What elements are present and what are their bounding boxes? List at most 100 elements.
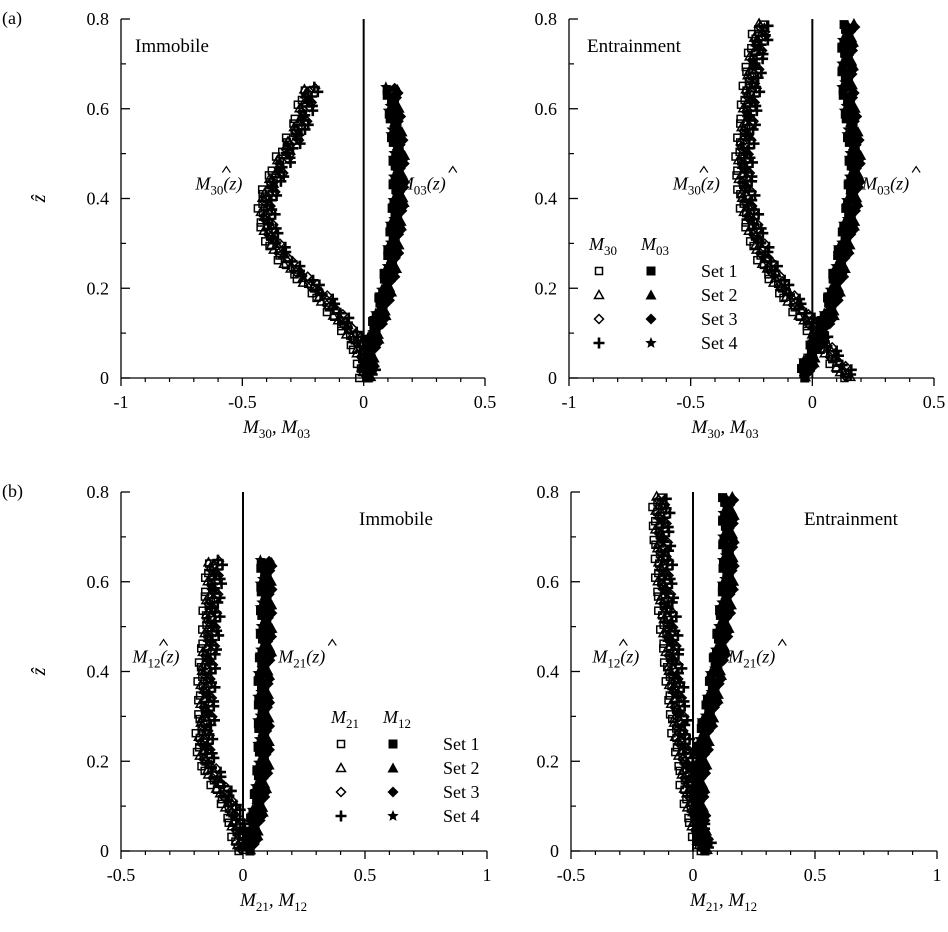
point-m21-set4 (260, 568, 273, 580)
point-m12-set4 (238, 818, 250, 830)
point-m21-set4 (713, 657, 725, 669)
point-m03-set1 (838, 90, 848, 100)
legend-head-right: M12 (382, 707, 411, 731)
point-m12-set4 (665, 540, 677, 552)
point-m03-set4 (391, 156, 403, 168)
point-m03-set4 (843, 151, 856, 163)
x-tick-label: -0.5 (107, 865, 136, 885)
point-m21-set4 (254, 709, 266, 721)
y-tick-label: 0.4 (87, 189, 110, 209)
point-m21-set4 (257, 770, 269, 782)
point-m30-set1 (261, 237, 270, 246)
point-m30-set4 (755, 222, 767, 234)
point-m03-set4 (845, 203, 857, 215)
point-m03-set4 (840, 99, 852, 111)
point-m12-set1 (200, 592, 210, 601)
point-m21-set4 (242, 832, 254, 843)
point-m21-set4 (252, 737, 264, 749)
point-m21-set4 (694, 733, 706, 744)
point-m03-set4 (799, 368, 812, 380)
y-tick-label: 0.6 (535, 99, 558, 119)
point-m21-set4 (258, 704, 270, 716)
point-m12-set4 (674, 677, 686, 689)
point-m12-set4 (670, 611, 682, 623)
point-m30-set4 (351, 326, 363, 338)
x-axis-label: M30, M03 (691, 417, 759, 441)
point-m03-set4 (389, 132, 401, 144)
point-m03-set4 (391, 142, 404, 154)
point-m30-set4 (762, 20, 774, 32)
y-tick-label: 0 (100, 841, 109, 861)
curve-label-right: M03(z) (861, 174, 909, 198)
point-m03-set4 (384, 217, 397, 229)
point-m03-set4 (841, 194, 853, 206)
point-m21-set4 (254, 794, 267, 806)
point-m21-set4 (259, 657, 272, 669)
legend-marker-filled-3 (387, 786, 399, 798)
point-m21-set4 (258, 723, 270, 735)
point-m03-set4 (385, 128, 397, 140)
point-m03-set4 (840, 43, 853, 55)
point-m30-set1 (736, 119, 745, 128)
legend-marker-open-3 (593, 313, 605, 325)
curve-label-left: M30(z) (194, 174, 242, 198)
point-m03-set4 (837, 62, 849, 74)
point-m12-set4 (681, 714, 693, 726)
point-m12-set4 (201, 705, 213, 717)
legend-marker-filled-4 (645, 337, 657, 348)
point-m21-set4 (255, 643, 267, 655)
point-m03-set4 (389, 227, 401, 238)
point-m30-set4 (755, 67, 767, 79)
x-tick-label: -1 (562, 392, 577, 412)
point-m12-set4 (210, 644, 222, 656)
point-m30-set4 (306, 90, 318, 102)
hat-accent (777, 638, 787, 646)
point-m03-set4 (807, 330, 820, 342)
point-m30-set4 (741, 128, 753, 140)
point-m30-set4 (287, 142, 299, 154)
point-m03-set4 (387, 194, 399, 206)
legend: M21 M12 Set 1 Set 2 Set 3 Set 4 (330, 707, 480, 826)
point-m03-set4 (357, 354, 370, 366)
point-m12-set4 (660, 582, 672, 594)
point-m12-set4 (212, 554, 224, 566)
point-m21-set1 (253, 676, 263, 686)
point-m12-set4 (660, 493, 672, 505)
point-m21-set4 (256, 558, 268, 570)
point-m03-set4 (844, 24, 856, 36)
point-m21-set4 (692, 789, 704, 801)
point-m03-set4 (392, 137, 405, 149)
point-m03-set4 (843, 90, 855, 102)
point-m30-set4 (744, 109, 756, 121)
panel-title: Immobile (135, 36, 209, 57)
point-m21-set4 (260, 563, 273, 575)
point-m21-set4 (695, 751, 707, 763)
hat-accent (221, 165, 231, 173)
y-tick-label: 0 (548, 368, 557, 388)
point-m30-set4 (291, 128, 303, 140)
point-m21-set4 (722, 563, 735, 575)
point-m21-set4 (258, 653, 270, 664)
y-tick-label: 0.8 (535, 9, 558, 29)
point-m21-set4 (717, 615, 730, 627)
legend-marker-filled-2 (645, 289, 657, 300)
point-m03-set4 (843, 170, 856, 182)
point-m03-set4 (367, 326, 379, 337)
point-m03-set4 (818, 321, 830, 333)
point-m03-set4 (847, 165, 860, 177)
point-m03-set4 (839, 76, 851, 88)
point-m30-set4 (280, 147, 292, 159)
point-m21-set4 (698, 718, 710, 730)
point-m21-set4 (717, 511, 730, 523)
point-m21-set4 (256, 596, 268, 608)
point-m12-set4 (225, 785, 237, 797)
point-m21-set4 (688, 780, 700, 792)
legend-marker-filled-3 (645, 313, 657, 325)
point-m30-set4 (808, 312, 820, 324)
point-m03-set4 (388, 147, 400, 158)
point-m21-set4 (250, 780, 262, 792)
y-tick-label: 0.8 (537, 482, 560, 502)
point-m30-set4 (755, 39, 767, 51)
point-m12-set4 (202, 653, 214, 665)
point-m03-set4 (370, 307, 382, 319)
